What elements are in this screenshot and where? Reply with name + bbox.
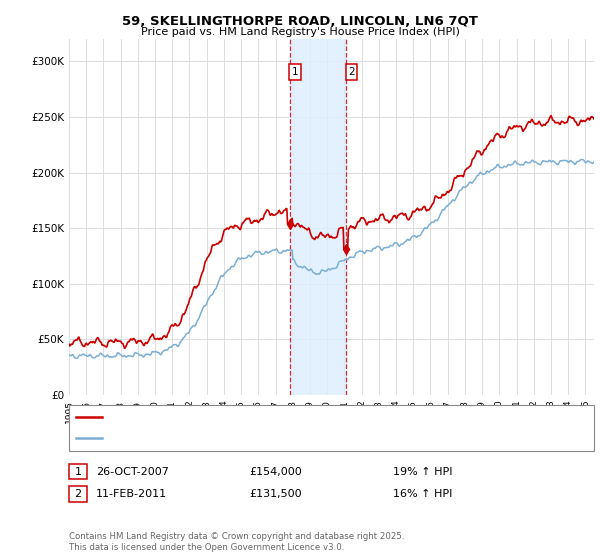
Text: 19% ↑ HPI: 19% ↑ HPI	[393, 466, 452, 477]
Text: Price paid vs. HM Land Registry's House Price Index (HPI): Price paid vs. HM Land Registry's House …	[140, 27, 460, 37]
Text: 2: 2	[348, 67, 355, 77]
Text: Contains HM Land Registry data © Crown copyright and database right 2025.
This d: Contains HM Land Registry data © Crown c…	[69, 532, 404, 552]
Text: 2: 2	[74, 489, 82, 499]
Text: 59, SKELLINGTHORPE ROAD, LINCOLN, LN6 7QT: 59, SKELLINGTHORPE ROAD, LINCOLN, LN6 7Q…	[122, 15, 478, 27]
Text: 1: 1	[74, 466, 82, 477]
Text: HPI: Average price, semi-detached house, Lincoln: HPI: Average price, semi-detached house,…	[106, 433, 349, 444]
Text: 59, SKELLINGTHORPE ROAD, LINCOLN, LN6 7QT (semi-detached house): 59, SKELLINGTHORPE ROAD, LINCOLN, LN6 7Q…	[106, 412, 457, 422]
Bar	[290, 39, 346, 395]
Text: £154,000: £154,000	[249, 466, 302, 477]
Text: 26-OCT-2007: 26-OCT-2007	[96, 466, 169, 477]
Text: 11-FEB-2011: 11-FEB-2011	[96, 489, 167, 499]
Text: 1: 1	[292, 67, 298, 77]
Text: 16% ↑ HPI: 16% ↑ HPI	[393, 489, 452, 499]
Text: £131,500: £131,500	[249, 489, 302, 499]
